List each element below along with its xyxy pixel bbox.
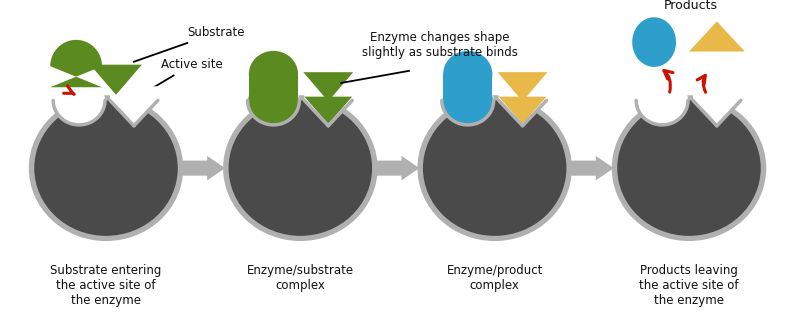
Circle shape bbox=[442, 77, 493, 124]
Polygon shape bbox=[304, 97, 352, 124]
Text: Enzyme/product
complex: Enzyme/product complex bbox=[446, 264, 543, 292]
Circle shape bbox=[636, 76, 688, 125]
FancyArrow shape bbox=[570, 156, 614, 180]
Text: Substrate entering
the active site of
the enzyme: Substrate entering the active site of th… bbox=[50, 264, 162, 307]
Text: Substrate: Substrate bbox=[134, 26, 246, 62]
Polygon shape bbox=[498, 97, 546, 124]
FancyArrow shape bbox=[182, 156, 225, 180]
Text: Active site: Active site bbox=[126, 58, 222, 104]
Polygon shape bbox=[693, 86, 741, 126]
Circle shape bbox=[229, 100, 372, 236]
Polygon shape bbox=[303, 72, 353, 101]
Polygon shape bbox=[689, 22, 745, 51]
Circle shape bbox=[223, 95, 378, 241]
Text: Products leaving
the active site of
the enzyme: Products leaving the active site of the … bbox=[639, 264, 738, 307]
Polygon shape bbox=[632, 17, 676, 67]
Polygon shape bbox=[110, 86, 158, 126]
Circle shape bbox=[612, 95, 766, 241]
Polygon shape bbox=[443, 74, 492, 100]
Polygon shape bbox=[304, 86, 352, 126]
Polygon shape bbox=[90, 65, 142, 95]
Polygon shape bbox=[498, 86, 546, 126]
Polygon shape bbox=[50, 40, 102, 87]
Text: Enzyme/substrate
complex: Enzyme/substrate complex bbox=[246, 264, 354, 292]
Circle shape bbox=[442, 76, 494, 125]
Polygon shape bbox=[249, 74, 298, 100]
Polygon shape bbox=[498, 72, 547, 101]
Circle shape bbox=[249, 51, 298, 97]
Circle shape bbox=[248, 77, 298, 124]
Text: Enzyme changes shape
slightly as substrate binds: Enzyme changes shape slightly as substra… bbox=[362, 31, 518, 59]
Circle shape bbox=[54, 76, 105, 125]
Circle shape bbox=[247, 76, 299, 125]
Circle shape bbox=[618, 100, 761, 236]
Text: Products: Products bbox=[664, 0, 718, 12]
Circle shape bbox=[29, 95, 183, 241]
FancyArrow shape bbox=[375, 156, 419, 180]
Circle shape bbox=[418, 95, 572, 241]
Circle shape bbox=[423, 100, 566, 236]
Circle shape bbox=[443, 51, 492, 97]
Circle shape bbox=[34, 100, 178, 236]
